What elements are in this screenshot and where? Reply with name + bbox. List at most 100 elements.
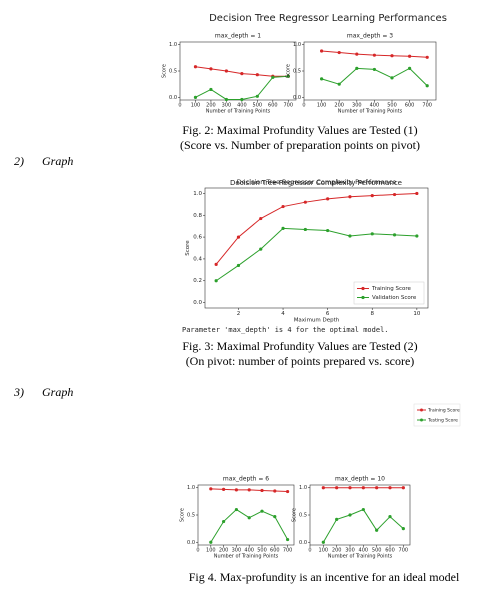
data-point	[361, 486, 365, 490]
x-axis-label: Number of Training Points	[328, 554, 393, 560]
data-point	[425, 84, 429, 88]
data-point	[224, 69, 228, 73]
data-point	[234, 488, 238, 492]
data-point	[273, 515, 277, 519]
y-tick-label: 1.0	[299, 485, 307, 491]
x-tick-label: 0	[178, 103, 181, 109]
data-point	[372, 53, 376, 57]
caption: Fig 4. Max-profundity is an incentive fo…	[189, 570, 460, 584]
data-point	[388, 515, 392, 519]
legend-marker	[361, 286, 365, 291]
x-axis-label: Number of Training Points	[206, 109, 271, 115]
panel-title: max_depth = 10	[335, 476, 385, 483]
x-tick-label: 100	[191, 103, 201, 109]
x-tick-label: 2	[237, 311, 241, 317]
data-point	[388, 486, 392, 490]
x-tick-label: 6	[326, 311, 330, 317]
data-point	[348, 195, 352, 199]
x-axis-label: Number of Training Points	[214, 554, 279, 560]
x-tick-label: 700	[399, 548, 409, 554]
y-tick-label: 0.2	[193, 278, 202, 284]
y-tick-label: 0.8	[193, 213, 202, 219]
legend-marker	[420, 408, 423, 412]
data-point	[281, 226, 285, 230]
legend-label: Training Score	[371, 286, 411, 292]
data-point	[259, 247, 263, 251]
data-point	[320, 49, 324, 53]
series-line	[215, 227, 417, 282]
y-tick-label: 1.0	[293, 42, 301, 48]
x-tick-label: 0	[302, 103, 305, 109]
x-tick-label: 0	[196, 548, 199, 554]
data-point	[273, 489, 277, 493]
fig2-title: Decision Tree Regressor Learning Perform…	[209, 13, 447, 24]
y-tick-label: 1.0	[193, 191, 202, 197]
data-point	[390, 54, 394, 58]
x-tick-label: 10	[413, 311, 420, 317]
caption: Fig. 2: Maximal Profundity Values are Te…	[182, 123, 417, 137]
data-point	[326, 197, 330, 201]
x-tick-label: 500	[257, 548, 267, 554]
note: Parameter 'max_depth' is 4 for the optim…	[182, 326, 389, 334]
data-point	[321, 540, 325, 544]
x-tick-label: 4	[281, 311, 285, 317]
data-point	[260, 509, 264, 513]
data-point	[271, 75, 275, 79]
data-point	[415, 234, 419, 238]
legend-label: Testing Score	[427, 418, 458, 424]
data-point	[240, 72, 244, 76]
data-point	[255, 73, 259, 77]
data-point	[392, 233, 397, 237]
item-label: Graph	[42, 385, 73, 399]
data-point	[321, 486, 325, 490]
data-point	[214, 262, 218, 266]
data-point	[390, 76, 394, 80]
data-point	[348, 486, 352, 490]
y-tick-label: 0.0	[187, 540, 195, 546]
item-number: 2)	[14, 154, 24, 168]
data-point	[401, 527, 405, 531]
panel-title: max_depth = 1	[215, 33, 261, 40]
x-tick-label: 400	[359, 548, 369, 554]
item-number: 3)	[13, 385, 24, 399]
x-tick-label: 600	[385, 548, 395, 554]
y-tick-label: 0.5	[187, 513, 195, 519]
y-axis-label: Score	[180, 508, 186, 522]
y-tick-label: 0.5	[293, 69, 301, 75]
x-tick-label: 300	[222, 103, 232, 109]
x-tick-label: 500	[372, 548, 382, 554]
x-tick-label: 100	[206, 548, 216, 554]
y-tick-label: 0.0	[193, 300, 202, 306]
x-tick-label: 700	[283, 103, 293, 109]
x-tick-label: 400	[244, 548, 254, 554]
data-point	[286, 74, 290, 78]
data-point	[260, 488, 264, 493]
data-point	[401, 486, 405, 490]
data-point	[375, 486, 379, 490]
y-axis-label: Score	[292, 508, 298, 522]
x-tick-label: 600	[405, 103, 415, 109]
x-tick-label: 500	[253, 103, 263, 109]
legend-label: Training Score	[427, 408, 460, 414]
x-tick-label: 200	[332, 548, 342, 554]
data-point	[240, 97, 244, 102]
data-point	[259, 216, 263, 221]
legend-label: Validation Score	[372, 295, 417, 301]
data-point	[286, 537, 290, 542]
plot-area	[179, 41, 297, 101]
x-tick-label: 200	[206, 103, 216, 109]
x-tick-label: 700	[422, 103, 432, 109]
data-point	[303, 200, 307, 204]
y-tick-label: 0.0	[169, 95, 177, 101]
data-point	[222, 519, 226, 524]
data-point	[337, 82, 341, 86]
x-tick-label: 200	[334, 103, 344, 109]
y-axis-label: Score	[185, 240, 191, 256]
plot-area	[197, 484, 295, 546]
data-point	[255, 94, 259, 98]
data-point	[408, 66, 412, 70]
legend-marker	[420, 418, 423, 422]
data-point	[222, 487, 226, 491]
legend-box	[353, 281, 425, 305]
